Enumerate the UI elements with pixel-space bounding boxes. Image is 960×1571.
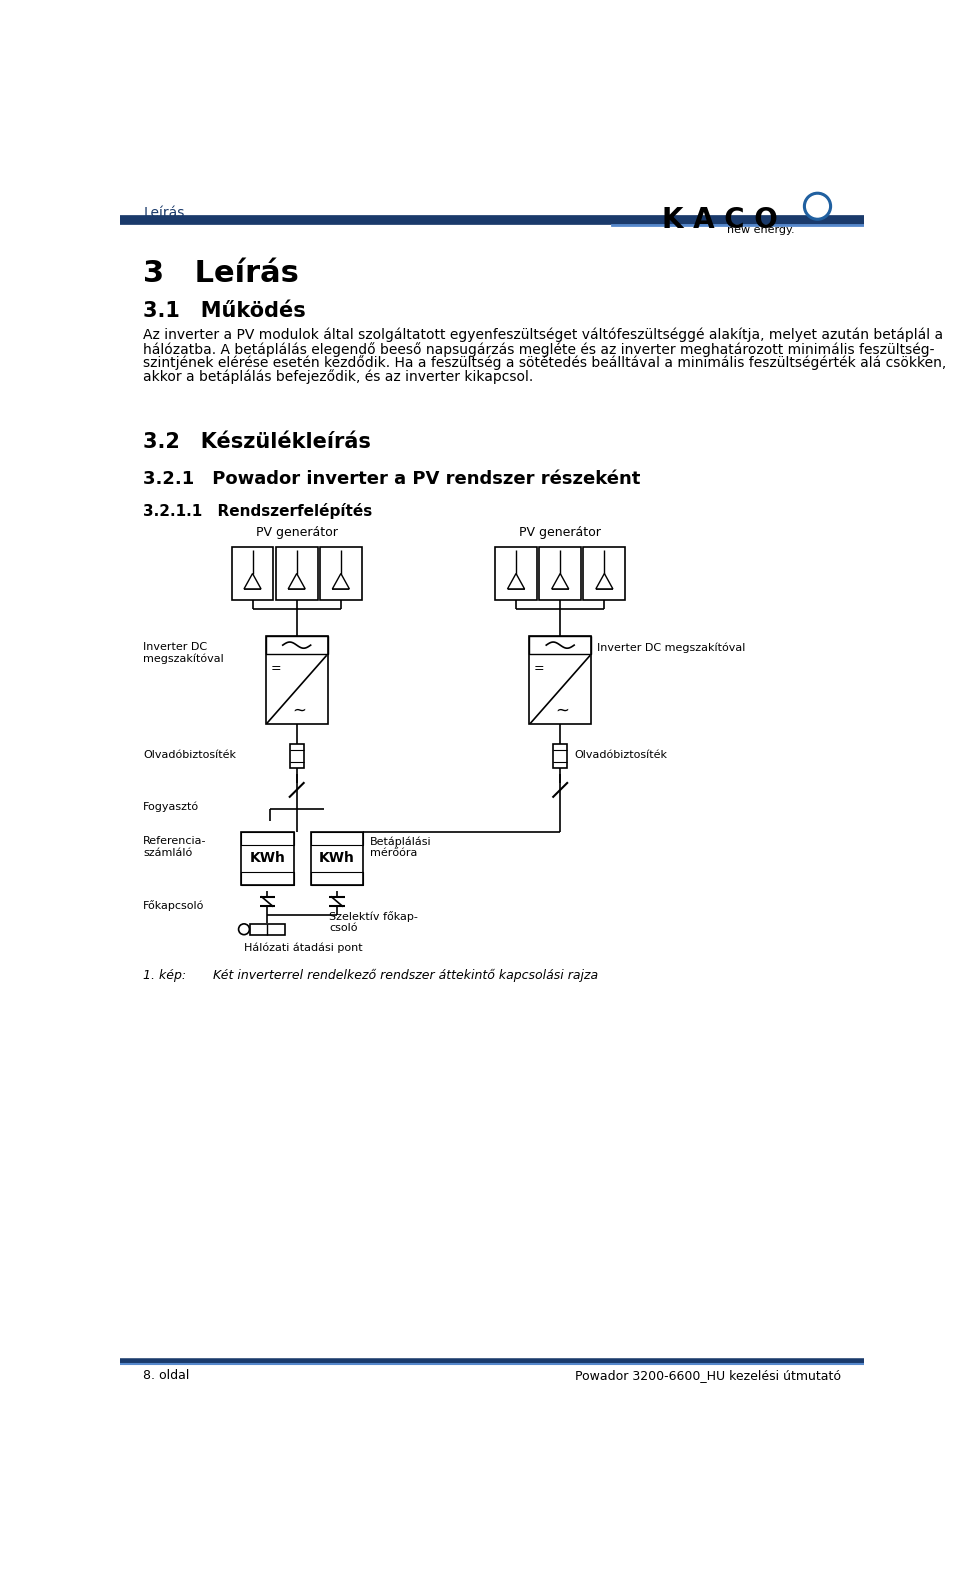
Text: Referencia-
számláló: Referencia- számláló [143, 836, 206, 858]
Text: 8. oldal: 8. oldal [143, 1368, 190, 1382]
Bar [311, 872, 363, 884]
Text: ~: ~ [556, 702, 569, 720]
Polygon shape [596, 573, 612, 589]
Bar [311, 833, 363, 884]
Bar [540, 547, 581, 600]
Text: =: = [271, 661, 281, 674]
Text: ~: ~ [292, 702, 306, 720]
Text: Inverter DC
megszakítóval: Inverter DC megszakítóval [143, 643, 224, 665]
Text: Szelektív főkap-
csoló: Szelektív főkap- csoló [329, 911, 419, 933]
Bar [241, 872, 294, 884]
Polygon shape [332, 573, 349, 589]
Polygon shape [244, 573, 261, 589]
Text: 3.1 Működés: 3.1 Működés [143, 302, 306, 320]
Circle shape [804, 192, 831, 220]
Text: Betáplálási
mérőóra: Betáplálási mérőóra [370, 836, 431, 858]
Text: Powador 3200-6600_HU kezelési útmutató: Powador 3200-6600_HU kezelési útmutató [575, 1368, 841, 1382]
Text: 3.2.1 Powador inverter a PV rendszer részeként: 3.2.1 Powador inverter a PV rendszer rés… [143, 470, 640, 489]
Text: szintjének elérése esetén kezdődik. Ha a feszültség a sötétedés beálltával a min: szintjének elérése esetén kezdődik. Ha a… [143, 355, 947, 371]
Text: KWh: KWh [319, 851, 355, 866]
Text: Fogyasztó: Fogyasztó [143, 801, 200, 812]
Text: Két inverterrel rendelkező rendszer áttekintő kapcsolási rajza: Két inverterrel rendelkező rendszer átte… [213, 969, 598, 982]
Text: hálózatba. A betáplálás elegendő beeső napsugárzás megléte és az inverter meghat: hálózatba. A betáplálás elegendő beeső n… [143, 342, 935, 357]
Circle shape [239, 924, 250, 935]
Bar [231, 547, 274, 600]
Text: akkor a betáplálás befejeződik, és az inverter kikapcsol.: akkor a betáplálás befejeződik, és az in… [143, 369, 534, 385]
Bar [266, 636, 327, 655]
Bar [529, 636, 591, 655]
Text: 3 Leírás: 3 Leírás [143, 259, 300, 287]
Bar [553, 743, 567, 768]
Text: 3.2 Készülékleírás: 3.2 Készülékleírás [143, 432, 372, 452]
Text: =: = [534, 661, 544, 674]
Polygon shape [552, 573, 568, 589]
Bar [241, 833, 294, 845]
Bar [266, 636, 327, 724]
Bar [276, 547, 318, 600]
Text: K A C O: K A C O [662, 206, 779, 234]
Bar [311, 833, 363, 845]
Text: PV generátor: PV generátor [255, 526, 338, 539]
Text: Az inverter a PV modulok által szolgáltatott egyenfeszültséget váltófeszültséggé: Az inverter a PV modulok által szolgálta… [143, 328, 944, 342]
Text: Olvadóbiztosíték: Olvadóbiztosíték [143, 749, 236, 760]
Bar [584, 547, 625, 600]
Bar [251, 924, 285, 935]
Bar [290, 743, 303, 768]
Text: Olvadóbiztosíték: Olvadóbiztosíték [574, 749, 667, 760]
Text: Hálózati átadási pont: Hálózati átadási pont [244, 943, 363, 954]
Text: Leírás: Leírás [143, 206, 184, 220]
Bar [320, 547, 362, 600]
Text: Inverter DC megszakítóval: Inverter DC megszakítóval [597, 643, 746, 652]
Circle shape [806, 195, 828, 217]
Text: new energy.: new energy. [727, 225, 794, 234]
Bar [495, 547, 537, 600]
Text: Főkapcsoló: Főkapcsoló [143, 900, 204, 911]
Text: KWh: KWh [250, 851, 285, 866]
Bar [241, 833, 294, 884]
Text: PV generátor: PV generátor [519, 526, 601, 539]
Polygon shape [508, 573, 524, 589]
Text: 3.2.1.1 Rendszerfelépítés: 3.2.1.1 Rendszerfelépítés [143, 503, 372, 518]
Polygon shape [288, 573, 305, 589]
Text: 1. kép:: 1. kép: [143, 969, 186, 982]
Bar [529, 636, 591, 724]
